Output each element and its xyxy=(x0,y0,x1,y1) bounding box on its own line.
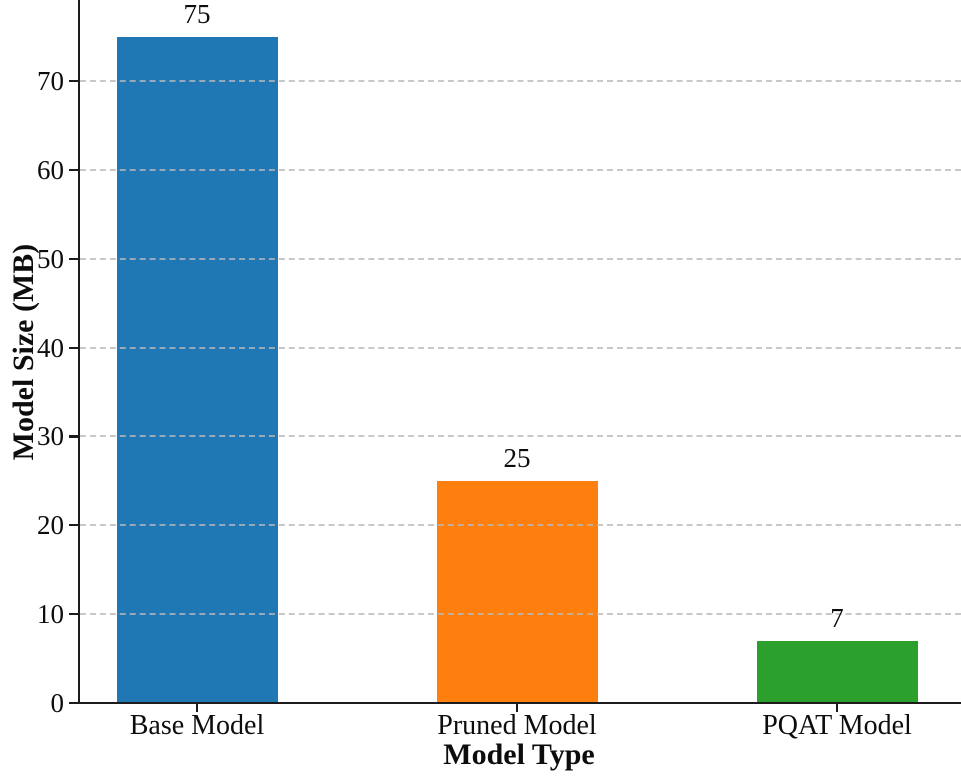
gridline-y-40 xyxy=(80,346,961,349)
y-tick-mark-30 xyxy=(69,435,78,438)
y-tick-label-70: 70 xyxy=(37,65,64,96)
bar-pruned-model xyxy=(436,480,598,704)
y-tick-label-0: 0 xyxy=(50,688,65,718)
gridline-y-30 xyxy=(80,435,961,438)
bar-value-label-base-model: 75 xyxy=(183,0,211,29)
bar-base-model xyxy=(116,36,278,704)
x-tick-label-base-model: Base Model xyxy=(129,710,265,741)
y-tick-label-30: 30 xyxy=(37,421,64,452)
y-tick-mark-0 xyxy=(69,702,78,705)
bar-value-label-pqat-model: 7 xyxy=(830,602,844,633)
x-tick-mark-2 xyxy=(516,704,519,712)
gridline-y-10 xyxy=(80,613,961,616)
y-tick-mark-70 xyxy=(69,79,78,83)
y-tick-label-10: 10 xyxy=(37,599,64,630)
y-tick-label-40: 40 xyxy=(37,332,64,363)
y-tick-mark-50 xyxy=(69,257,78,260)
y-tick-label-20: 20 xyxy=(37,510,64,541)
x-axis-title: Model Type xyxy=(443,738,595,771)
y-axis-line xyxy=(78,0,81,704)
gridline-y-70 xyxy=(80,79,961,82)
x-axis-line xyxy=(78,702,961,705)
bar-value-label-pruned-model: 25 xyxy=(503,442,531,473)
x-tick-mark-1 xyxy=(196,704,199,712)
bar-pqat-model xyxy=(756,640,918,704)
y-tick-mark-10 xyxy=(69,613,78,616)
x-tick-label-pruned-model: Pruned Model xyxy=(437,710,597,741)
y-tick-mark-60 xyxy=(69,168,78,172)
x-tick-label-pqat-model: PQAT Model xyxy=(762,710,912,741)
x-tick-mark-3 xyxy=(836,704,839,712)
y-axis-title: Model Size (MB) xyxy=(7,243,40,461)
y-tick-mark-20 xyxy=(69,524,78,527)
y-tick-label-60: 60 xyxy=(37,154,64,185)
y-tick-label-50: 50 xyxy=(37,243,64,274)
gridline-y-50 xyxy=(80,257,961,260)
gridline-y-20 xyxy=(80,524,961,527)
gridline-y-60 xyxy=(80,168,961,171)
y-tick-mark-40 xyxy=(69,346,78,349)
